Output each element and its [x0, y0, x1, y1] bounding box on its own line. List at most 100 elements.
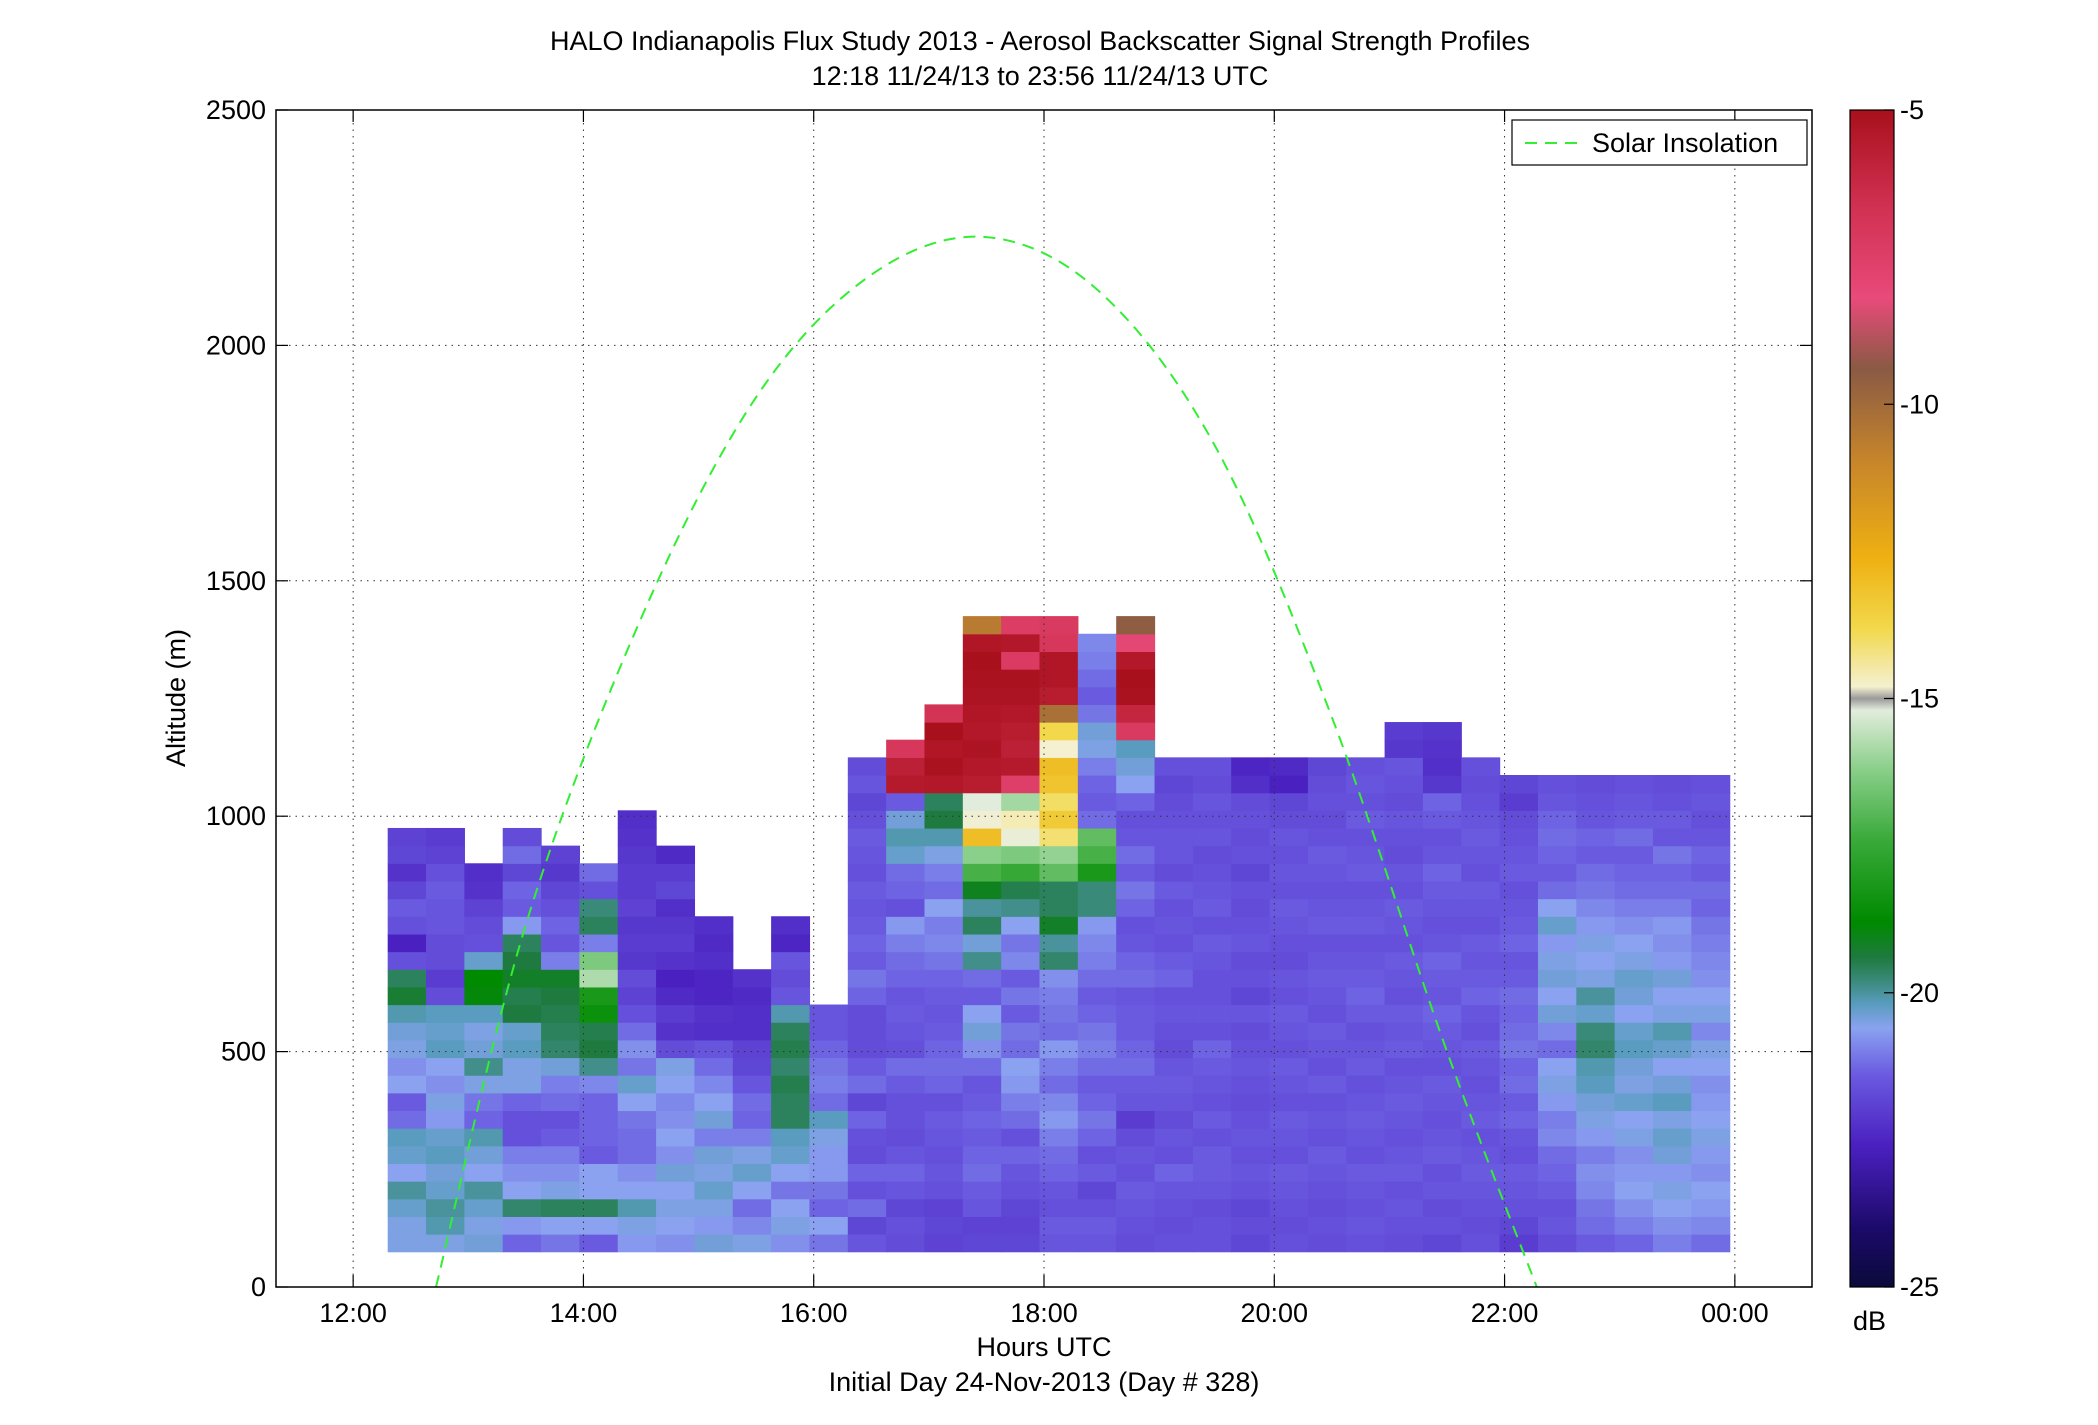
heatmap-cell: [1039, 1181, 1079, 1200]
heatmap-cell: [886, 1057, 926, 1076]
heatmap-cell: [771, 951, 811, 970]
heatmap-cell: [1422, 898, 1462, 917]
heatmap-cell: [426, 1163, 465, 1182]
heatmap-cell: [1461, 1128, 1501, 1147]
heatmap-cell: [1231, 933, 1271, 953]
heatmap-cell: [1537, 863, 1577, 882]
heatmap-cell: [1154, 969, 1194, 988]
heatmap-cell: [1116, 986, 1156, 1006]
heatmap-cell: [771, 1128, 811, 1147]
heatmap-cell: [1001, 1092, 1041, 1112]
heatmap-cell: [541, 933, 580, 953]
heatmap-cell: [1691, 1075, 1731, 1094]
heatmap-cell: [1691, 845, 1731, 864]
heatmap-cell: [732, 1039, 772, 1059]
heatmap-cell: [541, 1145, 580, 1165]
heatmap-cell: [656, 1234, 696, 1253]
heatmap-cell: [464, 1039, 504, 1059]
heatmap-cell: [962, 827, 1002, 847]
heatmap-cell: [1537, 827, 1577, 847]
heatmap-cell: [847, 916, 887, 935]
heatmap-cell: [1422, 792, 1462, 811]
heatmap-cell: [464, 1145, 504, 1165]
heatmap-cell: [1001, 669, 1041, 688]
heatmap-cell: [924, 951, 964, 970]
heatmap-cell: [387, 969, 427, 988]
heatmap-cell: [541, 916, 580, 935]
heatmap-cell: [1154, 810, 1194, 829]
heatmap-cell: [1537, 1234, 1577, 1253]
heatmap-cell: [1652, 1022, 1692, 1041]
heatmap-cell: [387, 863, 427, 882]
heatmap-cell: [809, 1075, 849, 1094]
heatmap-cell: [1652, 986, 1692, 1006]
heatmap-cell: [886, 1110, 926, 1129]
heatmap-cell: [1307, 916, 1347, 935]
heatmap-cell: [502, 916, 542, 935]
heatmap-cell: [617, 951, 657, 970]
heatmap-cell: [924, 933, 964, 953]
heatmap-cell: [656, 1181, 696, 1200]
heatmap-cell: [1231, 792, 1271, 811]
heatmap-cell: [1077, 827, 1117, 847]
heatmap-cell: [1499, 1039, 1539, 1059]
x-tick-label: 18:00: [1010, 1298, 1078, 1328]
heatmap-cell: [656, 1110, 696, 1129]
heatmap-cell: [1001, 863, 1041, 882]
heatmap-cell: [1537, 1181, 1577, 1200]
heatmap-cell: [579, 1057, 619, 1076]
heatmap-cell: [1614, 951, 1654, 970]
heatmap-cell: [809, 1110, 849, 1129]
heatmap-cell: [1422, 1057, 1462, 1076]
heatmap-cell: [1192, 1057, 1232, 1076]
heatmap-cell: [387, 898, 427, 917]
heatmap-cell: [1154, 1004, 1194, 1023]
heatmap-cell: [1192, 969, 1232, 988]
heatmap-cell: [694, 1198, 734, 1217]
heatmap-cell: [1039, 933, 1079, 953]
heatmap-cell: [1269, 880, 1309, 900]
heatmap-cell: [1614, 1145, 1654, 1165]
heatmap-cell: [656, 1145, 696, 1165]
heatmap-cell: [1269, 845, 1309, 864]
heatmap-cell: [1691, 1057, 1731, 1076]
heatmap-cell: [426, 845, 465, 864]
heatmap-cell: [1307, 792, 1347, 811]
heatmap-cell: [847, 757, 887, 776]
heatmap-cell: [1346, 863, 1386, 882]
heatmap-cell: [1652, 775, 1692, 794]
heatmap-cell: [426, 1039, 465, 1059]
heatmap-cell: [1422, 1110, 1462, 1129]
heatmap-cell: [1652, 1057, 1692, 1076]
heatmap-cell: [962, 704, 1002, 723]
heatmap-cell: [962, 1110, 1002, 1129]
heatmap-cell: [1384, 757, 1424, 776]
heatmap-cell: [1039, 651, 1079, 670]
heatmap-cell: [1384, 1022, 1424, 1041]
heatmap-cell: [426, 916, 465, 935]
heatmap-cell: [1039, 775, 1079, 794]
heatmap-cell: [1499, 1110, 1539, 1129]
heatmap-cell: [1346, 827, 1386, 847]
heatmap-cell: [771, 933, 811, 953]
heatmap-cell: [1116, 898, 1156, 917]
heatmap-cell: [656, 969, 696, 988]
heatmap-cell: [1422, 863, 1462, 882]
heatmap-cell: [1384, 933, 1424, 953]
heatmap-cell: [1461, 880, 1501, 900]
heatmap-cell: [1116, 616, 1156, 635]
heatmap-cell: [1461, 827, 1501, 847]
heatmap-cell: [847, 898, 887, 917]
heatmap-cell: [694, 1145, 734, 1165]
heatmap-cell: [1192, 775, 1232, 794]
heatmap-cell: [1537, 916, 1577, 935]
heatmap-cell: [694, 951, 734, 970]
heatmap-cell: [1422, 916, 1462, 935]
heatmap-cell: [1269, 1145, 1309, 1165]
heatmap-cell: [924, 1163, 964, 1182]
heatmap-cell: [1422, 951, 1462, 970]
heatmap-cell: [1307, 1234, 1347, 1253]
heatmap-cell: [1154, 951, 1194, 970]
heatmap-cell: [1039, 722, 1079, 741]
heatmap-cell: [1269, 1216, 1309, 1235]
